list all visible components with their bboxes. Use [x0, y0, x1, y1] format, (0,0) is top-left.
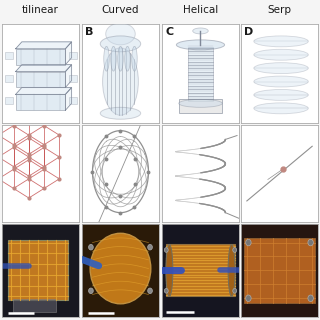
FancyBboxPatch shape [5, 75, 13, 82]
FancyBboxPatch shape [166, 244, 235, 296]
FancyBboxPatch shape [5, 97, 13, 104]
Ellipse shape [166, 244, 173, 296]
Ellipse shape [118, 46, 123, 71]
Ellipse shape [125, 46, 130, 71]
Ellipse shape [164, 248, 168, 252]
Ellipse shape [254, 76, 308, 87]
Ellipse shape [89, 288, 93, 294]
Ellipse shape [233, 248, 236, 252]
Polygon shape [16, 42, 72, 49]
FancyBboxPatch shape [69, 75, 77, 82]
Ellipse shape [106, 23, 135, 45]
Ellipse shape [193, 28, 208, 34]
Text: Serp: Serp [268, 4, 292, 15]
Ellipse shape [148, 288, 152, 294]
Ellipse shape [176, 40, 225, 50]
Text: B: B [85, 27, 94, 36]
Ellipse shape [254, 103, 308, 114]
FancyBboxPatch shape [5, 52, 13, 59]
Text: D: D [244, 27, 254, 36]
FancyBboxPatch shape [8, 240, 68, 300]
Polygon shape [65, 87, 72, 110]
Ellipse shape [148, 244, 152, 250]
Polygon shape [65, 42, 72, 65]
FancyBboxPatch shape [2, 224, 79, 317]
FancyBboxPatch shape [13, 299, 56, 312]
Ellipse shape [246, 295, 251, 301]
Ellipse shape [254, 36, 308, 47]
Text: C: C [165, 27, 173, 36]
Ellipse shape [308, 239, 313, 246]
Ellipse shape [132, 46, 137, 71]
Ellipse shape [104, 46, 109, 71]
Ellipse shape [89, 244, 93, 250]
Ellipse shape [254, 49, 308, 60]
Text: tilinear: tilinear [22, 4, 59, 15]
Ellipse shape [100, 107, 141, 119]
Polygon shape [16, 87, 72, 94]
FancyBboxPatch shape [16, 49, 65, 65]
Polygon shape [16, 65, 72, 72]
Ellipse shape [103, 48, 138, 115]
Polygon shape [65, 65, 72, 87]
Ellipse shape [228, 244, 235, 296]
Ellipse shape [254, 90, 308, 100]
FancyBboxPatch shape [69, 97, 77, 104]
Ellipse shape [254, 63, 308, 74]
Text: Helical: Helical [183, 4, 218, 15]
FancyBboxPatch shape [16, 72, 65, 87]
Ellipse shape [246, 239, 251, 246]
FancyBboxPatch shape [69, 52, 77, 59]
Ellipse shape [233, 289, 236, 293]
Ellipse shape [90, 233, 151, 304]
Ellipse shape [164, 289, 168, 293]
Ellipse shape [100, 36, 141, 52]
Ellipse shape [308, 295, 313, 301]
FancyBboxPatch shape [16, 94, 65, 110]
FancyBboxPatch shape [244, 238, 315, 303]
FancyBboxPatch shape [179, 100, 222, 113]
FancyBboxPatch shape [188, 47, 213, 101]
Ellipse shape [179, 100, 222, 107]
Text: Curved: Curved [102, 4, 139, 15]
Ellipse shape [111, 46, 116, 71]
